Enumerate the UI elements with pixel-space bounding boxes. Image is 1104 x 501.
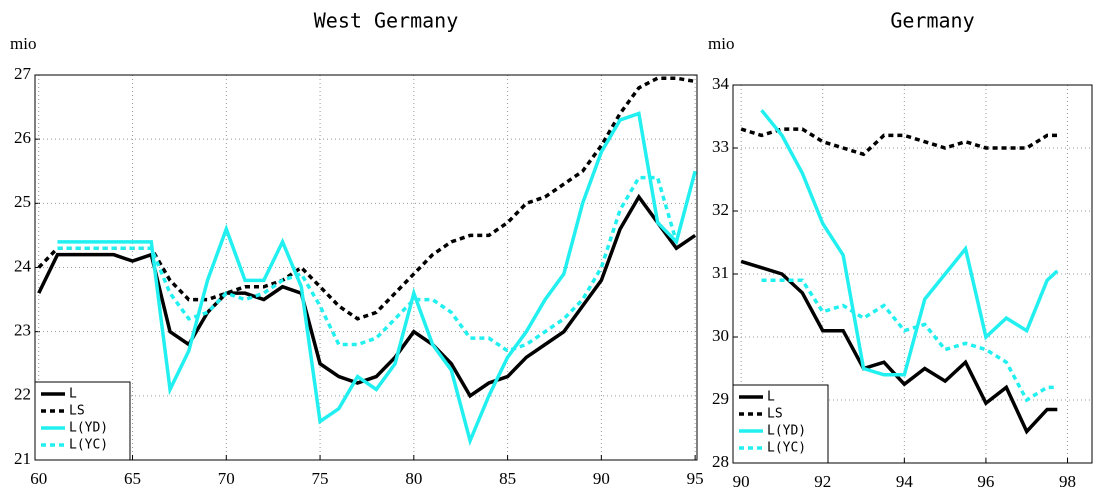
y-tick-label: 21 — [14, 449, 31, 468]
x-tick-label: 90 — [733, 472, 750, 491]
chart-title: Germany — [890, 9, 974, 33]
x-tick-label: 60 — [30, 469, 47, 488]
y-tick-label: 29 — [712, 389, 729, 408]
x-tick-label: 98 — [1059, 472, 1076, 491]
series-line — [740, 259, 1058, 435]
x-tick-label: 94 — [896, 472, 914, 491]
legend-label: L — [69, 387, 77, 402]
y-axis-label: mio — [10, 34, 36, 53]
plot-frame — [34, 74, 698, 461]
x-tick-label: 70 — [218, 469, 235, 488]
y-axis-label: mio — [708, 34, 734, 53]
y-tick-label: 26 — [14, 128, 31, 147]
y-tick-label: 25 — [14, 192, 31, 211]
legend-label: LS — [767, 407, 783, 422]
x-tick-label: 65 — [124, 469, 141, 488]
y-tick-label: 31 — [712, 263, 729, 282]
y-tick-label: 32 — [712, 200, 729, 219]
chart-title: West Germany — [314, 9, 459, 33]
y-tick-label: 33 — [712, 137, 729, 156]
y-tick-label: 23 — [14, 321, 31, 340]
x-tick-label: 75 — [312, 469, 329, 488]
series-line — [761, 278, 1058, 403]
plot-frame — [732, 84, 1093, 464]
x-tick-label: 85 — [499, 469, 516, 488]
y-tick-label: 22 — [14, 385, 31, 404]
series-line — [37, 193, 697, 399]
legend-label: L(YD) — [767, 424, 806, 439]
series-line — [760, 109, 1059, 377]
x-tick-label: 80 — [405, 469, 422, 488]
series-line — [740, 127, 1058, 157]
y-tick-label: 30 — [712, 326, 729, 345]
y-tick-label: 27 — [14, 64, 32, 83]
legend-label: LS — [69, 404, 85, 419]
series-line — [37, 76, 696, 321]
legend-label: L — [767, 390, 775, 405]
y-tick-label: 28 — [712, 452, 729, 471]
legend-label: L(YC) — [69, 438, 108, 453]
x-tick-label: 96 — [977, 472, 994, 491]
x-tick-label: 95 — [687, 469, 704, 488]
series-line — [57, 175, 679, 353]
legend-label: L(YD) — [69, 421, 108, 436]
x-tick-label: 90 — [593, 469, 610, 488]
x-tick-label: 92 — [814, 472, 831, 491]
series-line — [57, 111, 697, 447]
y-tick-label: 24 — [14, 256, 32, 275]
legend-label: L(YC) — [767, 441, 806, 456]
y-tick-label: 34 — [712, 74, 730, 93]
